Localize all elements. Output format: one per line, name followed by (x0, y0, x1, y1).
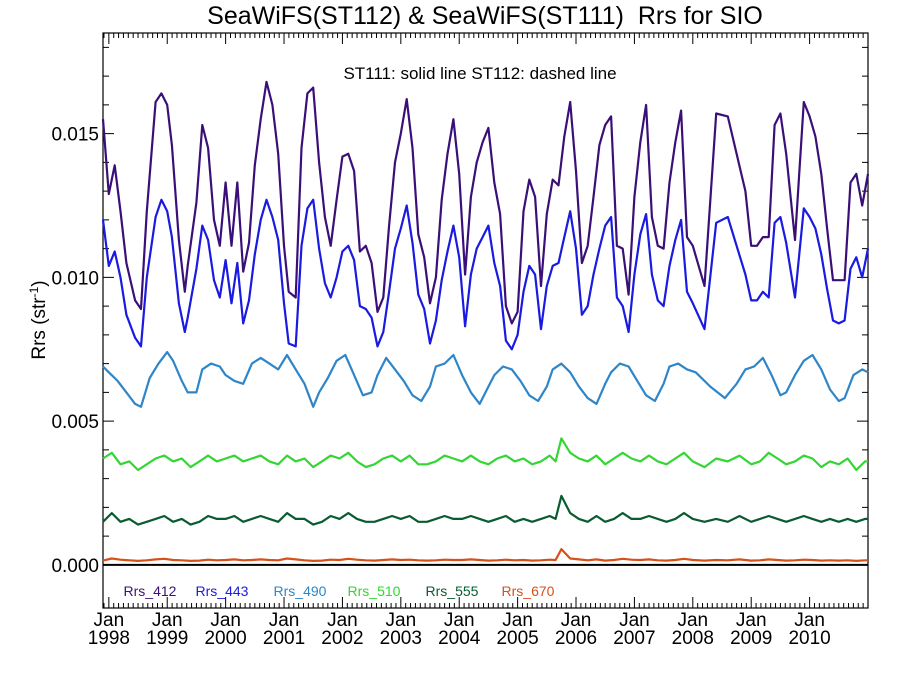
x-tick-year-label: 2002 (321, 628, 363, 649)
x-tick-month-label: Jan (444, 610, 475, 631)
series-layer (101, 80, 870, 563)
plot-frame (102, 32, 869, 609)
y-tick-label: 0.015 (51, 125, 99, 146)
legend: Rrs_412 Rrs_443 Rrs_490 Rrs_510 Rrs_555 Rrs_6… (124, 583, 555, 599)
series-line-rrs-670 (102, 547, 868, 563)
x-tick-year-label: 2009 (730, 628, 772, 649)
x-tick-year-label: 2004 (438, 628, 481, 649)
x-tick-month-label: Jan (677, 610, 708, 631)
x-tick-year-label: 2000 (204, 628, 246, 649)
x-tick-month-label: Jan (736, 610, 767, 631)
x-tick-year-label: 2010 (788, 628, 830, 649)
x-tick-year-label: 2003 (380, 628, 422, 649)
x-tick-year-label: 1998 (88, 628, 130, 649)
y-tick-label: 0.005 (51, 412, 99, 433)
x-tick-year-label: 2001 (263, 628, 305, 649)
x-tick-month-label: Jan (386, 610, 417, 631)
x-tick-month-label: Jan (94, 610, 125, 631)
y-axis-label: Rrs (str-1) (27, 280, 50, 359)
y-tick-label: 0.010 (51, 268, 99, 289)
x-tick-month-label: Jan (327, 610, 358, 631)
chart-annotation: ST111: solid line ST112: dashed line (343, 64, 616, 83)
y-tick-label: 0.000 (51, 556, 99, 577)
legend-item-rrs-490: Rrs_490 (274, 583, 327, 599)
series-line-rrs-510 (102, 437, 868, 472)
legend-item-rrs-555: Rrs_555 (426, 583, 479, 599)
x-tick-month-label: Jan (794, 610, 825, 631)
x-tick-year-label: 1999 (146, 628, 188, 649)
x-tick-month-label: Jan (561, 610, 592, 631)
legend-item-rrs-412: Rrs_412 (124, 583, 177, 599)
x-tick-year-label: 2005 (496, 628, 538, 649)
x-tick-month-label: Jan (210, 610, 241, 631)
axes-layer: 0.0000.0050.0100.015Jan1998Jan1999Jan200… (51, 32, 869, 649)
series-line-rrs-555 (102, 494, 868, 526)
x-tick-year-label: 2007 (613, 628, 655, 649)
legend-item-rrs-443: Rrs_443 (196, 583, 249, 599)
series-line-rrs-490 (102, 351, 869, 408)
x-tick-year-label: 2006 (555, 628, 597, 649)
x-tick-month-label: Jan (269, 610, 300, 631)
legend-item-rrs-510: Rrs_510 (348, 583, 401, 599)
legend-item-rrs-670: Rrs_670 (502, 583, 555, 599)
series-line-rrs-412 (101, 80, 870, 325)
x-tick-month-label: Jan (152, 610, 183, 631)
chart-title: SeaWiFS(ST112) & SeaWiFS(ST111) Rrs for … (207, 2, 763, 30)
x-tick-month-label: Jan (619, 610, 650, 631)
series-line-rrs-443 (101, 198, 870, 351)
x-tick-month-label: Jan (502, 610, 533, 631)
x-tick-year-label: 2008 (672, 628, 714, 649)
